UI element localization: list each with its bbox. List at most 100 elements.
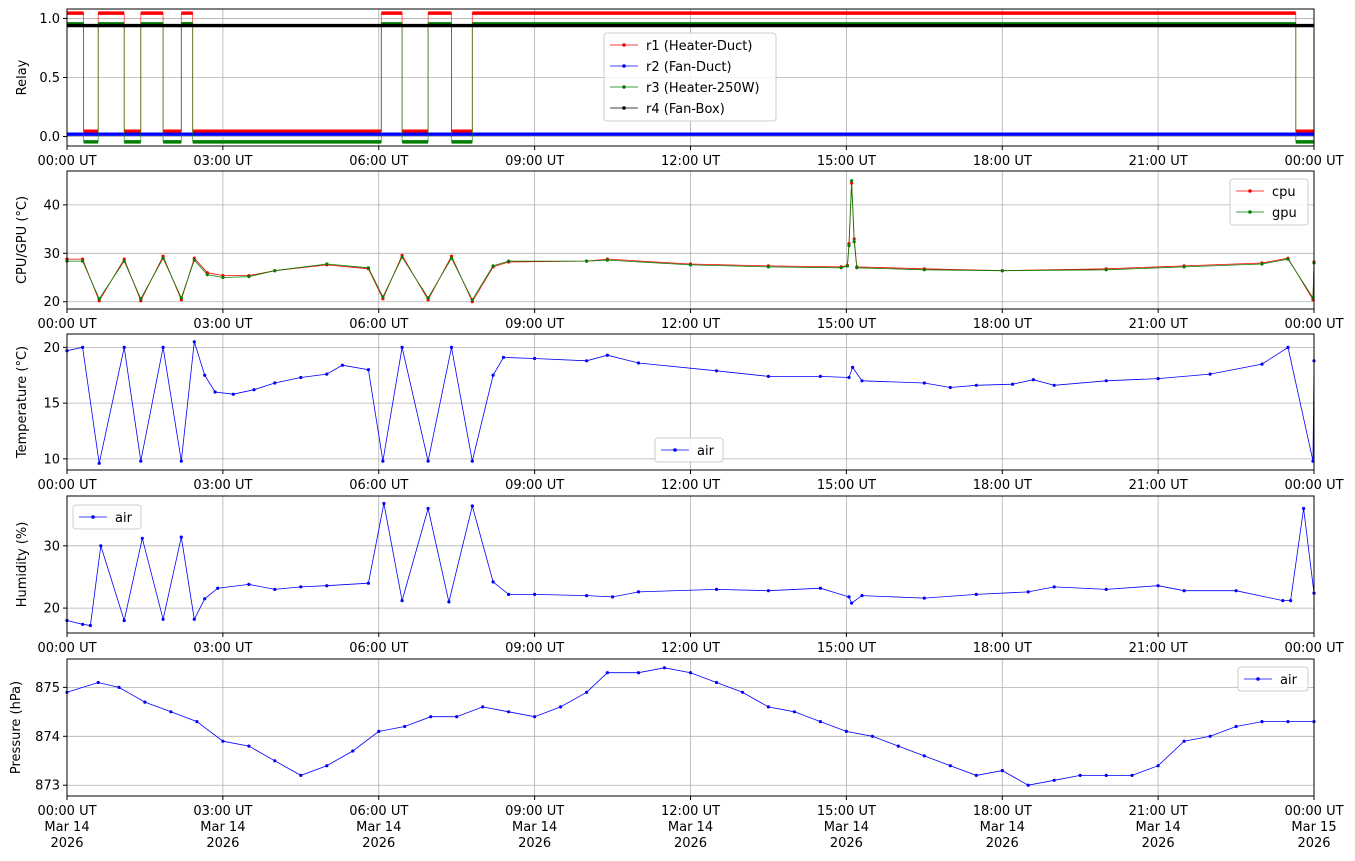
data-point [847,595,851,599]
data-point [922,596,926,600]
data-point [195,720,199,724]
data-point [273,759,277,763]
x-tick-label: 21:00 UT [1129,804,1188,819]
x-date-label: Mar 14 [44,820,89,835]
data-point [1182,739,1186,743]
x-date-label: Mar 14 [356,820,401,835]
data-point [922,268,926,272]
data-point [273,587,277,592]
data-point [325,584,329,588]
y-axis-label: Pressure (hPa) [9,681,24,774]
data-point [325,372,329,376]
data-point [1104,587,1108,592]
data-point [818,720,823,724]
data-point [922,754,926,758]
x-tick-label: 09:00 UT [505,317,564,332]
data-point [273,381,277,385]
x-tick-label: 00:00 UT [37,154,96,169]
data-point [491,373,495,377]
data-point [340,363,344,367]
data-point [470,298,474,302]
data-point [447,600,451,604]
legend-label: air [697,444,715,459]
x-tick-label: 15:00 UT [817,804,876,819]
data-point [426,506,430,511]
data-point [636,671,641,675]
x-tick-label: 18:00 UT [973,641,1032,656]
data-point [533,356,537,361]
data-point [818,586,823,590]
x-tick-label: 12:00 UT [661,154,720,169]
data-point [870,734,875,738]
x-tick-label: 00:00 UT [1284,478,1343,493]
x-date-label: Mar 14 [824,820,869,835]
data-point [855,266,859,270]
data-point [1052,778,1056,782]
data-point [179,459,183,463]
y-tick-label: 20 [43,341,60,356]
legend-marker [622,64,626,68]
y-tick-label: 20 [43,295,60,310]
y-tick-label: 40 [43,198,60,213]
data-point [714,680,719,685]
legend-marker [622,106,626,110]
data-point [860,594,864,598]
x-tick-label: 09:00 UT [505,154,564,169]
x-tick-label: 21:00 UT [1129,317,1188,332]
data-point [974,773,978,778]
data-point [1000,769,1004,773]
data-point [766,265,771,269]
legend-label: cpu [1272,185,1296,200]
data-point [1031,378,1035,382]
data-point [449,256,454,260]
y-axis-label: Temperature (°C) [15,346,30,459]
data-point [896,744,900,748]
data-point [688,671,693,675]
y-tick-label: 0.5 [39,71,60,86]
x-tick-label: 00:00 UT [1284,317,1343,332]
data-point [636,361,641,365]
panel-5 [63,658,1316,800]
data-point [381,295,385,299]
data-point [122,259,126,263]
y-tick-label: 1.0 [39,12,60,27]
data-point [507,259,511,263]
x-tick-label: 00:00 UT [37,641,96,656]
data-point [605,353,610,357]
x-tick-label: 09:00 UT [505,804,564,819]
data-point [1104,773,1108,778]
x-tick-label: 06:00 UT [349,804,408,819]
data-point [192,340,196,344]
data-point [662,666,667,670]
y-tick-label: 15 [43,397,60,412]
data-point [247,275,251,279]
legend-label: r4 (Fan-Box) [646,102,725,117]
panel-1 [63,8,1315,150]
legend-label: air [1280,673,1298,688]
x-date-label: Mar 14 [1136,820,1181,835]
y-tick-label: 875 [35,681,60,696]
data-point [221,739,225,743]
data-point [97,297,101,301]
data-point [852,240,856,244]
data-point [585,690,589,694]
legend-box [603,32,777,122]
x-tick-label: 12:00 UT [661,641,720,656]
data-point [1234,724,1238,729]
legend-label: r1 (Heater-Duct) [646,39,752,54]
data-point [844,729,849,734]
data-point [605,671,610,675]
data-point [507,592,511,597]
data-point [325,764,329,768]
data-point [99,544,103,548]
data-point [1000,269,1004,273]
data-point [81,259,85,263]
data-point [1286,720,1290,724]
data-point [585,594,589,598]
y-tick-label: 20 [43,602,60,617]
data-point [88,623,92,628]
data-point [139,459,143,463]
data-point [161,345,165,349]
panel-2 [63,170,1316,313]
